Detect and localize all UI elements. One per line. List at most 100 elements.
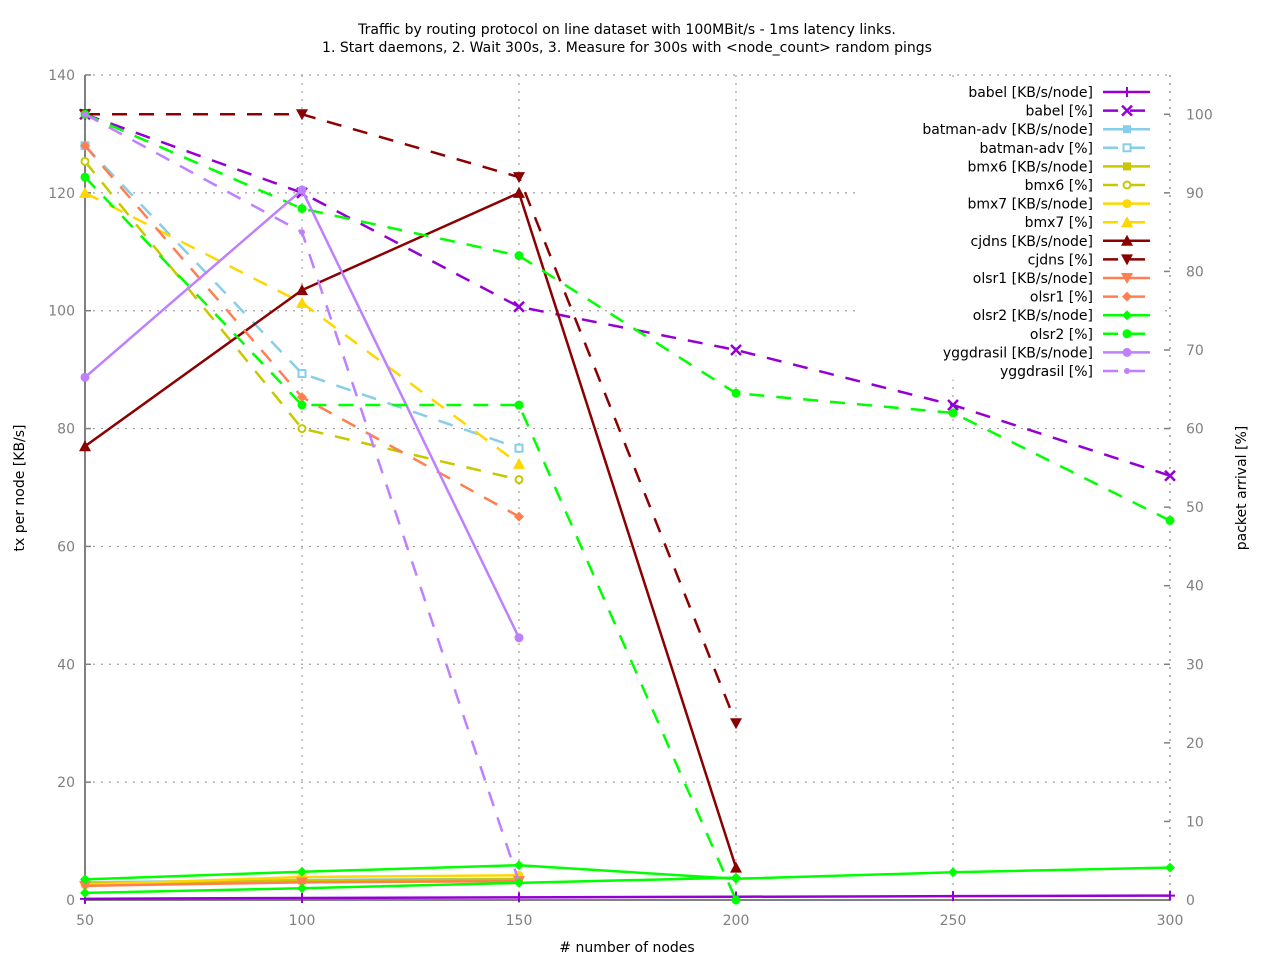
series-line (84, 113, 1171, 477)
series-babel-kb-s-node (80, 890, 1175, 904)
chart-title-line2: 1. Start daemons, 2. Wait 300s, 3. Measu… (322, 40, 932, 56)
data-point (297, 400, 307, 410)
legend-item: babel [%] (1025, 104, 1150, 120)
data-point (1122, 199, 1132, 209)
legend-label: yggdrasil [KB/s/node] (943, 345, 1093, 361)
y-tick-label-right: 60 (1186, 422, 1204, 438)
data-point (948, 867, 958, 878)
y-tick-label-left: 40 (57, 657, 75, 673)
data-point (514, 511, 524, 522)
legend-item: yggdrasil [KB/s/node] (943, 345, 1150, 361)
series-cjdns (79, 109, 742, 730)
y-tick-label-right: 100 (1186, 107, 1213, 123)
data-point (1121, 216, 1133, 228)
legend-item: bmx6 [%] (1025, 178, 1150, 194)
data-point (299, 229, 305, 236)
data-point (514, 892, 524, 903)
data-point (80, 156, 90, 166)
legend-item: cjdns [%] (1028, 252, 1150, 268)
y-tick-label-right: 10 (1186, 814, 1204, 830)
legend-label: bmx6 [KB/s/node] (967, 159, 1093, 175)
data-point (297, 892, 307, 903)
data-point (513, 300, 525, 313)
legend-item: olsr2 [%] (1030, 327, 1150, 343)
y-tick-label-right: 20 (1186, 736, 1204, 752)
data-point (731, 872, 741, 883)
legend-item: bmx7 [KB/s/node] (967, 197, 1150, 213)
x-tick-label: 200 (723, 913, 750, 929)
legend-item: batman-adv [KB/s/node] (922, 122, 1150, 138)
legend-label: batman-adv [KB/s/node] (922, 122, 1093, 138)
data-point (1121, 234, 1133, 246)
series-line (84, 188, 521, 639)
series-olsr1 (80, 140, 524, 522)
series-line (84, 144, 520, 450)
data-point (80, 172, 90, 182)
legend: babel [KB/s/node] babel [%] batman-adv [KB… (922, 85, 1150, 380)
data-point (1123, 162, 1131, 171)
x-tick-label: 50 (76, 913, 94, 929)
series-line (84, 176, 738, 901)
data-point (514, 877, 524, 888)
data-point (80, 140, 90, 151)
series-cjdns-kb-s-node (79, 186, 742, 873)
data-point (297, 185, 307, 195)
legend-label: batman-adv [%] (979, 141, 1093, 157)
y-tick-label-left: 120 (48, 186, 75, 202)
data-point (1165, 862, 1175, 873)
data-point (296, 284, 308, 296)
data-point (1122, 143, 1132, 153)
legend-item: yggdrasil [%] (1000, 364, 1150, 380)
y-tick-label-right: 80 (1186, 264, 1204, 280)
legend-label: bmx7 [KB/s/node] (967, 197, 1093, 213)
legend-item: olsr1 [KB/s/node] (973, 271, 1150, 287)
data-point (297, 866, 307, 877)
data-point (296, 877, 308, 889)
y-axis-label-right: packet arrival [%] (1234, 426, 1250, 551)
data-point (514, 860, 524, 871)
series-layer (79, 108, 1176, 905)
data-point (80, 372, 90, 382)
y-tick-label-right: 90 (1186, 186, 1204, 202)
legend-label: babel [KB/s/node] (968, 85, 1093, 101)
data-point (731, 388, 741, 398)
data-point (513, 186, 525, 198)
legend-item: olsr1 [%] (1030, 290, 1150, 306)
data-point (514, 443, 524, 453)
data-point (1165, 516, 1175, 525)
data-point (1121, 104, 1133, 117)
data-point (297, 424, 307, 434)
series-line (84, 113, 1171, 522)
y-tick-label-left: 80 (57, 422, 75, 438)
y-axis-label-left: tx per node [KB/s] (12, 424, 28, 551)
data-point (1123, 125, 1131, 134)
data-point (730, 718, 742, 730)
data-point (297, 392, 307, 403)
data-point (730, 344, 742, 356)
data-point (514, 251, 524, 261)
legend-item: babel [KB/s/node] (968, 85, 1150, 101)
y-tick-label-right: 50 (1186, 500, 1204, 516)
data-point (1122, 310, 1132, 321)
x-axis-label: # number of nodes (559, 940, 694, 956)
data-point (1122, 347, 1132, 357)
data-point (731, 895, 741, 905)
y-tick-label-right: 30 (1186, 657, 1204, 673)
y-tick-label-left: 0 (66, 893, 75, 909)
legend-label: bmx6 [%] (1025, 178, 1093, 194)
data-point (297, 369, 307, 379)
series-unlabeled-17 (80, 872, 741, 898)
data-point (514, 633, 524, 643)
legend-item: bmx6 [KB/s/node] (967, 159, 1150, 175)
data-point (296, 296, 308, 308)
data-point (1122, 291, 1132, 302)
data-point (297, 883, 307, 894)
x-tick-label: 250 (940, 913, 967, 929)
legend-label: olsr2 [KB/s/node] (973, 308, 1093, 324)
y-tick-label-right: 70 (1186, 343, 1204, 359)
data-point (296, 109, 308, 121)
y-tick-label-left: 100 (48, 304, 75, 320)
legend-label: olsr1 [KB/s/node] (973, 271, 1093, 287)
legend-label: cjdns [KB/s/node] (971, 234, 1093, 250)
